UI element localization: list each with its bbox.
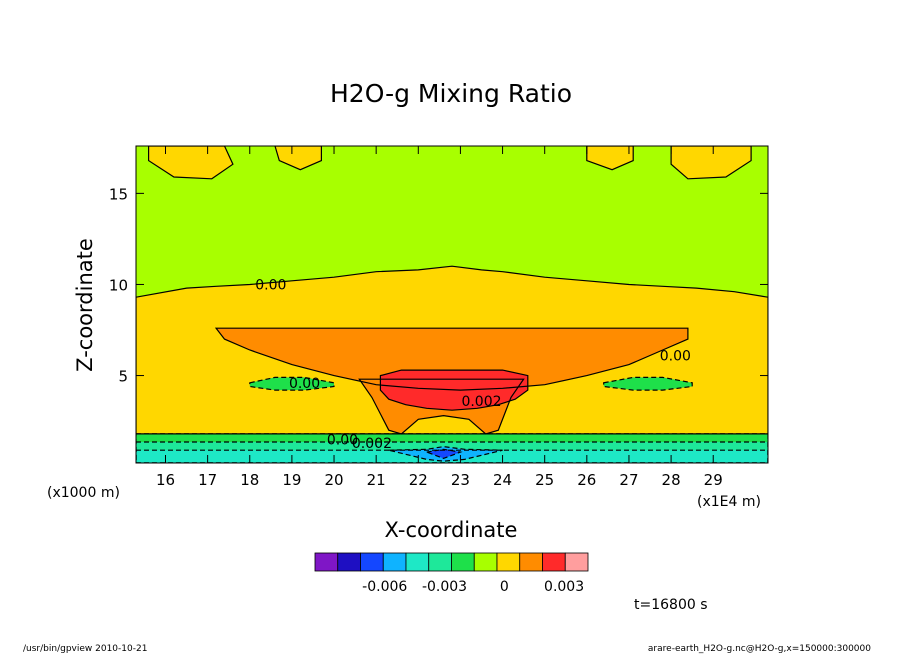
x-tick-label-29: 29 xyxy=(704,471,723,489)
colorbar-tick-label-1: -0.003 xyxy=(422,579,467,595)
x-tick-label-23: 23 xyxy=(451,471,470,489)
x-axis-label: X-coordinate xyxy=(385,518,518,542)
colorbar-bin-3 xyxy=(382,552,407,572)
colorbar-bin-6 xyxy=(451,552,475,572)
contour-line-left-green-lens xyxy=(249,376,335,391)
contour-line-orange-plume xyxy=(358,378,525,435)
contour-line-surface-blue-dip xyxy=(388,445,503,462)
contour-line-positive-envelope xyxy=(136,265,768,435)
y-unit-label: (x1000 m) xyxy=(47,485,120,501)
contour-line-upper-right-lobe xyxy=(670,146,752,180)
contour-label-0: 0.00 xyxy=(255,277,286,293)
region-upper-right-lobe xyxy=(671,146,752,179)
x-tick-label-16: 16 xyxy=(156,471,175,489)
contour-label-3: 0.002 xyxy=(461,394,501,410)
x-tick-label-18: 18 xyxy=(240,471,259,489)
contour-label-1: 0.00 xyxy=(660,349,691,365)
region-surface-deep-blue xyxy=(426,449,461,459)
region-upper-right-small-lobe xyxy=(586,146,634,170)
contour-label-5: 0.002 xyxy=(352,436,392,452)
chart-title: H2O-g Mixing Ratio xyxy=(330,79,572,108)
region-upper-left-small-lobe xyxy=(275,146,322,170)
contour-line-upper-right-small-lobe xyxy=(586,146,634,171)
region-upper-left-lobe xyxy=(148,146,233,179)
x-unit-label: (x1E4 m) xyxy=(697,494,761,510)
colorbar-bin-11 xyxy=(564,552,589,572)
contour-line-upper-left-lobe xyxy=(148,146,234,180)
colorbar-bin-5 xyxy=(428,552,452,572)
contour-label-2: 0.00 xyxy=(289,376,320,392)
region-left-green-lens xyxy=(249,377,334,391)
x-tick-label-27: 27 xyxy=(619,471,638,489)
region-orange-core xyxy=(216,328,688,391)
y-tick-label-5: 5 xyxy=(118,368,128,386)
y-axis-label: Z-coordinate xyxy=(73,238,97,372)
contour-line-upper-left-small-lobe xyxy=(274,146,322,171)
footer-right-text: arare-earth_H2O-g.nc@H2O-g,x=150000:3000… xyxy=(648,644,871,654)
colorbar-tick-label-3: 0.003 xyxy=(544,579,584,595)
colorbar-bin-8 xyxy=(496,552,521,572)
x-tick-label-25: 25 xyxy=(535,471,554,489)
x-tick-label-21: 21 xyxy=(367,471,386,489)
x-tick-label-22: 22 xyxy=(409,471,428,489)
colorbar-bin-10 xyxy=(542,552,566,572)
colorbar-bin-2 xyxy=(360,552,384,572)
time-annotation: t=16800 s xyxy=(634,597,708,613)
contour-label-4: 0.00 xyxy=(327,432,358,448)
y-tick-label-15: 15 xyxy=(109,185,128,203)
x-tick-label-19: 19 xyxy=(282,471,301,489)
x-tick-label-24: 24 xyxy=(493,471,512,489)
colorbar-bin-1 xyxy=(337,552,361,572)
colorbar-tick-label-0: -0.006 xyxy=(362,579,407,595)
region-right-green-lens xyxy=(603,377,693,391)
x-tick-label-26: 26 xyxy=(577,471,596,489)
colorbar-bin-9 xyxy=(519,552,543,572)
contour-line-surface-deep-blue xyxy=(424,448,463,460)
contour-line-red-core xyxy=(379,369,529,411)
x-tick-label-17: 17 xyxy=(198,471,217,489)
plot-frame xyxy=(135,145,769,464)
colorbar-bin-4 xyxy=(405,552,430,572)
contour-line-right-green-lens xyxy=(603,376,693,391)
contour-line-orange-core xyxy=(214,327,689,391)
footer-left-text: /usr/bin/gpview 2010-10-21 xyxy=(23,644,147,654)
x-tick-label-20: 20 xyxy=(324,471,343,489)
colorbar-bin-7 xyxy=(473,552,498,572)
colorbar-tick-label-2: 0 xyxy=(500,579,509,595)
y-tick-label-10: 10 xyxy=(109,276,128,294)
colorbar: -0.006 -0.003 0 0.003 xyxy=(314,552,589,595)
x-tick-label-28: 28 xyxy=(662,471,681,489)
colorbar-bin-0 xyxy=(314,552,339,572)
